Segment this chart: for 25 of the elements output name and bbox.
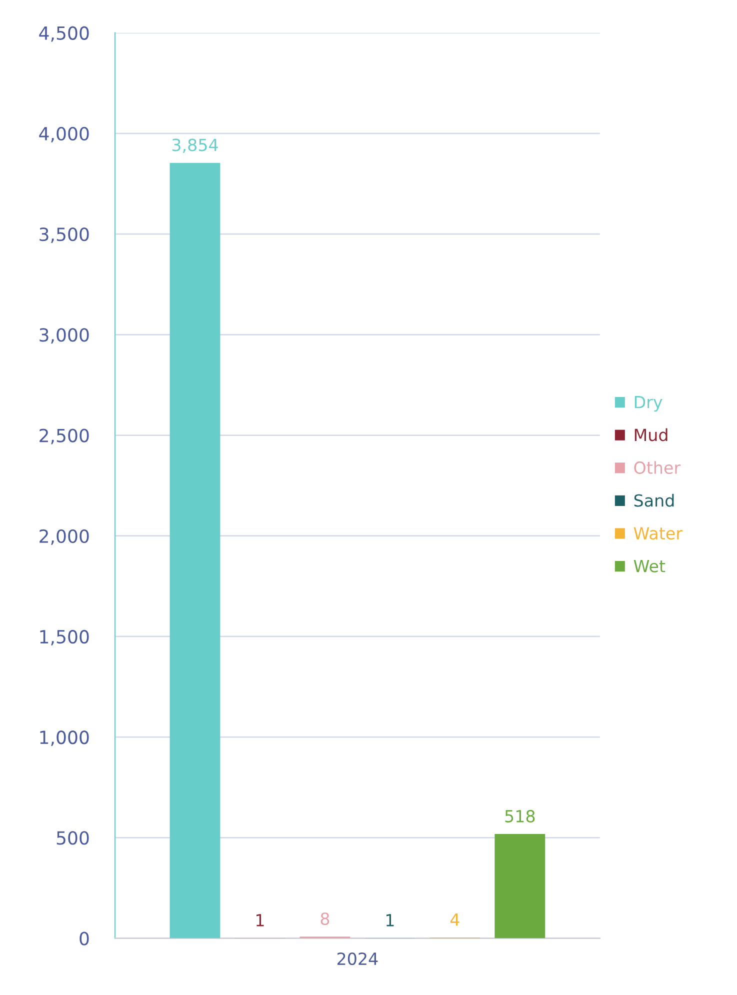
data-label: 1 bbox=[386, 914, 394, 926]
bar bbox=[170, 162, 220, 938]
legend-label: Wet bbox=[634, 560, 666, 572]
y-tick-label: 3,500 bbox=[40, 228, 89, 244]
data-label: 1 bbox=[256, 914, 264, 926]
legend-label: Water bbox=[634, 527, 683, 540]
y-tick-label: 1,000 bbox=[40, 730, 89, 746]
legend-label: Other bbox=[634, 461, 681, 474]
y-tick-label: 2,000 bbox=[40, 529, 89, 545]
legend-label: Dry bbox=[634, 396, 662, 412]
y-tick-label: 4,000 bbox=[39, 126, 89, 142]
y-tick-label: 4,500 bbox=[39, 26, 89, 42]
data-label: 3,854 bbox=[172, 138, 218, 153]
x-tick-label: 2024 bbox=[337, 952, 378, 966]
y-tick-label: 2,500 bbox=[40, 428, 89, 444]
bar bbox=[494, 834, 546, 938]
legend-label: Mud bbox=[634, 428, 668, 442]
data-label: 518 bbox=[505, 810, 535, 822]
data-label: 4 bbox=[450, 914, 460, 926]
legend-label: Sand bbox=[634, 494, 674, 507]
data-label: 8 bbox=[320, 912, 330, 926]
y-tick-label: 1,500 bbox=[40, 630, 89, 646]
y-tick-label: 3,000 bbox=[40, 328, 89, 344]
y-tick-label: 500 bbox=[56, 831, 89, 845]
y-tick-label: 0 bbox=[80, 932, 89, 946]
